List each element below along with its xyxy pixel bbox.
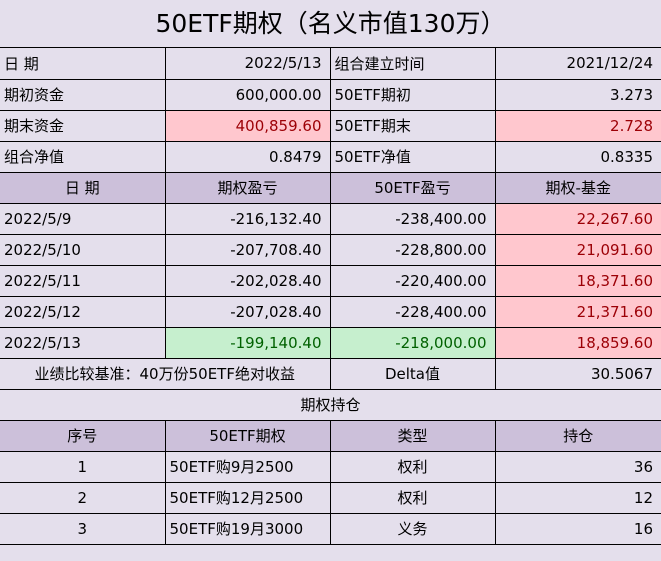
cell[interactable]: 2 [0, 481, 166, 514]
daily-row: 2022/5/11 -202,028.40 -220,400.00 18,371… [0, 264, 661, 297]
sheet-title: 50ETF期权（名义市值130万） [0, 0, 661, 48]
cell[interactable]: 义务 [329, 512, 496, 545]
cell[interactable]: 2.728 [494, 109, 661, 142]
positions-header-row: 序号 50ETF期权 类型 持仓 [0, 419, 661, 452]
cell[interactable]: -238,400.00 [329, 202, 496, 235]
cell[interactable]: -216,132.40 [164, 202, 331, 235]
summary-row-final: 期末资金 400,859.60 50ETF期末 2.728 [0, 109, 661, 142]
cell[interactable]: 0.8335 [494, 140, 661, 173]
cell[interactable]: 权利 [329, 450, 496, 483]
daily-row: 2022/5/9 -216,132.40 -238,400.00 22,267.… [0, 202, 661, 235]
column-header[interactable]: 持仓 [494, 419, 661, 452]
cell[interactable]: -220,400.00 [329, 264, 496, 297]
cell[interactable]: 权利 [329, 481, 496, 514]
cell[interactable]: 21,371.60 [494, 295, 661, 328]
cell[interactable]: 50ETF购9月2500 [164, 450, 331, 483]
cell[interactable]: 3.273 [494, 78, 661, 111]
cell[interactable]: -228,400.00 [329, 295, 496, 328]
delta-value[interactable]: 30.5067 [494, 357, 661, 390]
cell[interactable]: 21,091.60 [494, 233, 661, 266]
cell[interactable]: 2022/5/12 [0, 295, 166, 328]
cell[interactable]: 50ETF净值 [329, 140, 496, 173]
cell[interactable]: -199,140.40 [164, 326, 331, 359]
position-row: 2 50ETF购12月2500 权利 12 [0, 481, 661, 514]
positions-title-row: 期权持仓 [0, 388, 661, 421]
daily-row: 2022/5/13 -199,140.40 -218,000.00 18,859… [0, 326, 661, 359]
cell[interactable]: 2022/5/13 [0, 326, 166, 359]
column-header[interactable]: 期权盈亏 [164, 171, 331, 204]
daily-header-row: 日 期 期权盈亏 50ETF盈亏 期权-基金 [0, 171, 661, 204]
cell[interactable]: 16 [494, 512, 661, 545]
summary-row-date: 日 期 2022/5/13 组合建立时间 2021/12/24 [0, 48, 661, 80]
daily-row: 2022/5/12 -207,028.40 -228,400.00 21,371… [0, 295, 661, 328]
cell[interactable]: -228,800.00 [329, 233, 496, 266]
column-header[interactable]: 类型 [329, 419, 496, 452]
cell[interactable]: 期初资金 [0, 78, 166, 111]
column-header[interactable]: 50ETF盈亏 [329, 171, 496, 204]
cell[interactable]: 36 [494, 450, 661, 483]
cell[interactable]: 18,371.60 [494, 264, 661, 297]
daily-row: 2022/5/10 -207,708.40 -228,800.00 21,091… [0, 233, 661, 266]
cell[interactable]: 18,859.60 [494, 326, 661, 359]
cell[interactable]: -202,028.40 [164, 264, 331, 297]
cell[interactable]: 400,859.60 [164, 109, 331, 142]
cell[interactable]: 2022/5/10 [0, 233, 166, 266]
cell[interactable]: -207,028.40 [164, 295, 331, 328]
cell[interactable]: 组合净值 [0, 140, 166, 173]
cell[interactable]: 2022/5/9 [0, 202, 166, 235]
position-row: 3 50ETF购19月3000 义务 16 [0, 512, 661, 545]
cell[interactable]: 2021/12/24 [494, 48, 661, 80]
cell[interactable]: 50ETF购12月2500 [164, 481, 331, 514]
cell[interactable]: 3 [0, 512, 166, 545]
report-table: 日 期 2022/5/13 组合建立时间 2021/12/24 期初资金 600… [0, 48, 661, 545]
cell[interactable]: -207,708.40 [164, 233, 331, 266]
summary-row-initial: 期初资金 600,000.00 50ETF期初 3.273 [0, 78, 661, 111]
cell[interactable]: 50ETF期初 [329, 78, 496, 111]
cell[interactable]: 12 [494, 481, 661, 514]
cell[interactable]: 1 [0, 450, 166, 483]
cell[interactable]: 50ETF期末 [329, 109, 496, 142]
cell[interactable]: 50ETF购19月3000 [164, 512, 331, 545]
benchmark-row: 业绩比较基准：40万份50ETF绝对收益 Delta值 30.5067 [0, 357, 661, 390]
position-row: 1 50ETF购9月2500 权利 36 [0, 450, 661, 483]
benchmark-label[interactable]: 业绩比较基准：40万份50ETF绝对收益 [0, 357, 331, 390]
delta-label[interactable]: Delta值 [329, 357, 496, 390]
positions-title[interactable]: 期权持仓 [0, 388, 661, 421]
cell[interactable]: 组合建立时间 [329, 48, 496, 80]
column-header[interactable]: 序号 [0, 419, 166, 452]
cell[interactable]: 2022/5/11 [0, 264, 166, 297]
cell[interactable]: 0.8479 [164, 140, 331, 173]
cell[interactable]: 2022/5/13 [164, 48, 331, 80]
cell[interactable]: -218,000.00 [329, 326, 496, 359]
column-header[interactable]: 日 期 [0, 171, 166, 204]
cell[interactable]: 22,267.60 [494, 202, 661, 235]
cell[interactable]: 600,000.00 [164, 78, 331, 111]
column-header[interactable]: 期权-基金 [494, 171, 661, 204]
cell[interactable]: 期末资金 [0, 109, 166, 142]
summary-row-nav: 组合净值 0.8479 50ETF净值 0.8335 [0, 140, 661, 173]
cell[interactable]: 日 期 [0, 48, 166, 80]
column-header[interactable]: 50ETF期权 [164, 419, 331, 452]
